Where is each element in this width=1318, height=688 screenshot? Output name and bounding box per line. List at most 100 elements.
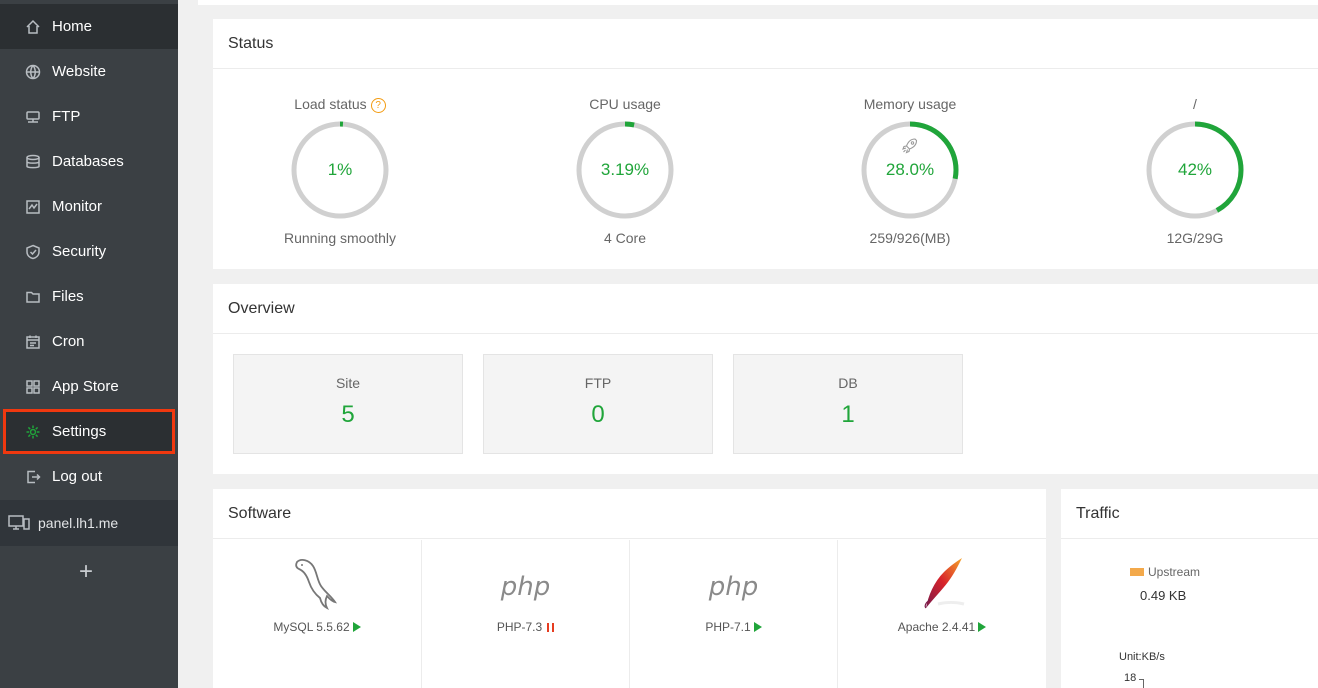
gauge-title: CPU usage <box>589 96 661 112</box>
overview-card-value[interactable]: 1 <box>841 401 855 428</box>
sidebar-item-files[interactable]: Files <box>0 274 178 319</box>
software-item-php71[interactable]: php PHP-7.1 <box>630 540 838 688</box>
sidebar-item-label: Website <box>52 63 106 80</box>
software-title: Software <box>213 489 1046 539</box>
home-icon <box>24 18 42 36</box>
upstream-legend-swatch[interactable] <box>1130 568 1144 576</box>
software-name-text: PHP-7.3 <box>496 620 543 634</box>
gauge-ring-svg <box>576 121 674 219</box>
gauge-sub: 4 Core <box>603 230 647 246</box>
software-panel: Software MySQL 5.5.62 php PHP-7.3 php PH… <box>213 489 1046 688</box>
ftp-icon <box>24 108 42 126</box>
add-server-button[interactable]: + <box>78 558 93 585</box>
traffic-unit-label: Unit:KB/s <box>1119 651 1165 663</box>
sidebar-item-cron[interactable]: Cron <box>0 319 178 364</box>
pause-icon[interactable] <box>547 623 555 632</box>
host-row[interactable]: panel.lh1.me <box>0 500 178 546</box>
gauge-ring-svg <box>861 121 959 219</box>
traffic-y-tick: 18 <box>1124 672 1137 684</box>
software-name: PHP-7.1 <box>630 620 837 634</box>
gauge-value: 42% <box>1177 160 1213 179</box>
gauge-disk: / 42% 12G/29G <box>1115 94 1275 248</box>
overview-card-db[interactable]: DB 1 <box>733 354 963 454</box>
calendar-icon <box>24 333 42 351</box>
php-logo-text: php <box>500 572 551 602</box>
gauge-ring-svg <box>291 121 389 219</box>
sidebar-item-databases[interactable]: Databases <box>0 139 178 184</box>
overview-panel: Overview Site 5 FTP 0 DB 1 <box>213 284 1318 474</box>
software-item-php73[interactable]: php PHP-7.3 <box>422 540 630 688</box>
help-icon[interactable]: ? <box>370 97 386 113</box>
software-name: Apache 2.4.41 <box>838 620 1046 634</box>
database-icon <box>24 153 42 171</box>
sidebar-item-label: Databases <box>52 153 124 170</box>
monitor-icon <box>24 198 42 216</box>
gauge-value: 1% <box>327 160 353 179</box>
sidebar-item-label: Home <box>52 18 93 35</box>
logout-icon <box>24 468 42 486</box>
overview-card-label: Site <box>335 375 361 391</box>
gauge-title: Load status? <box>260 94 420 114</box>
traffic-axis-tick <box>1139 679 1144 680</box>
gauge-ring[interactable]: 1% <box>290 120 390 220</box>
software-name: PHP-7.3 <box>422 620 629 634</box>
software-item-mysql[interactable]: MySQL 5.5.62 <box>213 540 422 688</box>
gauge-value: 3.19% <box>600 160 650 179</box>
sidebar-item-label: Monitor <box>52 198 103 215</box>
gear-icon <box>24 423 42 441</box>
gauge-cpu: CPU usage 3.19% 4 Core <box>545 94 705 248</box>
gauge-ring-svg <box>1146 121 1244 219</box>
overview-card-value[interactable]: 0 <box>591 401 605 428</box>
overview-title: Overview <box>213 284 1318 334</box>
sidebar-item-settings[interactable]: Settings <box>3 409 175 454</box>
rocket-icon[interactable] <box>901 137 919 155</box>
gauge-ring[interactable]: 3.19% <box>575 120 675 220</box>
status-panel: Status Load status? 1% Running smoothly … <box>213 19 1318 269</box>
devices-icon <box>8 514 30 532</box>
status-title: Status <box>213 19 1318 69</box>
overview-card-ftp[interactable]: FTP 0 <box>483 354 713 454</box>
shield-icon <box>24 243 42 261</box>
play-icon[interactable] <box>753 622 762 632</box>
gauge-title-text: Load status <box>294 96 367 112</box>
overview-card-site[interactable]: Site 5 <box>233 354 463 454</box>
sidebar-item-website[interactable]: Website <box>0 49 178 94</box>
grid-icon <box>24 378 42 396</box>
overview-card-value[interactable]: 5 <box>341 401 355 428</box>
php-logo: php <box>422 540 629 610</box>
gauge-arc <box>1146 121 1244 219</box>
gauge-sub: 259/926(MB) <box>869 230 951 246</box>
php-logo: php <box>630 540 837 610</box>
play-icon[interactable] <box>352 622 361 632</box>
upstream-legend-label[interactable]: Upstream <box>1148 565 1201 579</box>
sidebar-item-ftp[interactable]: FTP <box>0 94 178 139</box>
folder-icon <box>24 288 42 306</box>
software-name-text: MySQL 5.5.62 <box>273 620 350 634</box>
gauge-load: Load status? 1% Running smoothly <box>260 94 420 248</box>
software-item-apache[interactable]: Apache 2.4.41 <box>838 540 1046 688</box>
sidebar-item-label: FTP <box>52 108 81 125</box>
sidebar-item-label: Files <box>52 288 84 305</box>
sidebar-item-logout[interactable]: Log out <box>0 454 178 499</box>
gauge-ring[interactable]: 28.0% <box>860 120 960 220</box>
sidebar-item-label: Log out <box>52 468 103 485</box>
sidebar-item-security[interactable]: Security <box>0 229 178 274</box>
sidebar-item-monitor[interactable]: Monitor <box>0 184 178 229</box>
mysql-dolphin-icon <box>213 540 421 610</box>
software-name-text: Apache 2.4.41 <box>897 620 976 634</box>
software-name: MySQL 5.5.62 <box>213 620 421 634</box>
php-logo-text: php <box>708 572 759 602</box>
traffic-title: Traffic <box>1061 489 1318 539</box>
gauge-arc <box>291 121 389 219</box>
gauge-sub: 12G/29G <box>1166 230 1224 246</box>
sidebar-item-app-store[interactable]: App Store <box>0 364 178 409</box>
gauge-arc <box>576 121 674 219</box>
gauge-ring[interactable]: 42% <box>1145 120 1245 220</box>
play-icon[interactable] <box>978 622 987 632</box>
gauge-arc <box>861 121 959 219</box>
gauge-sub: Running smoothly <box>283 230 397 246</box>
gauge-title: Memory usage <box>863 96 957 112</box>
software-name-text: PHP-7.1 <box>705 620 751 634</box>
sidebar: Home Website FTP Databases Monitor Secur… <box>0 0 178 688</box>
sidebar-item-home[interactable]: Home <box>0 4 178 49</box>
